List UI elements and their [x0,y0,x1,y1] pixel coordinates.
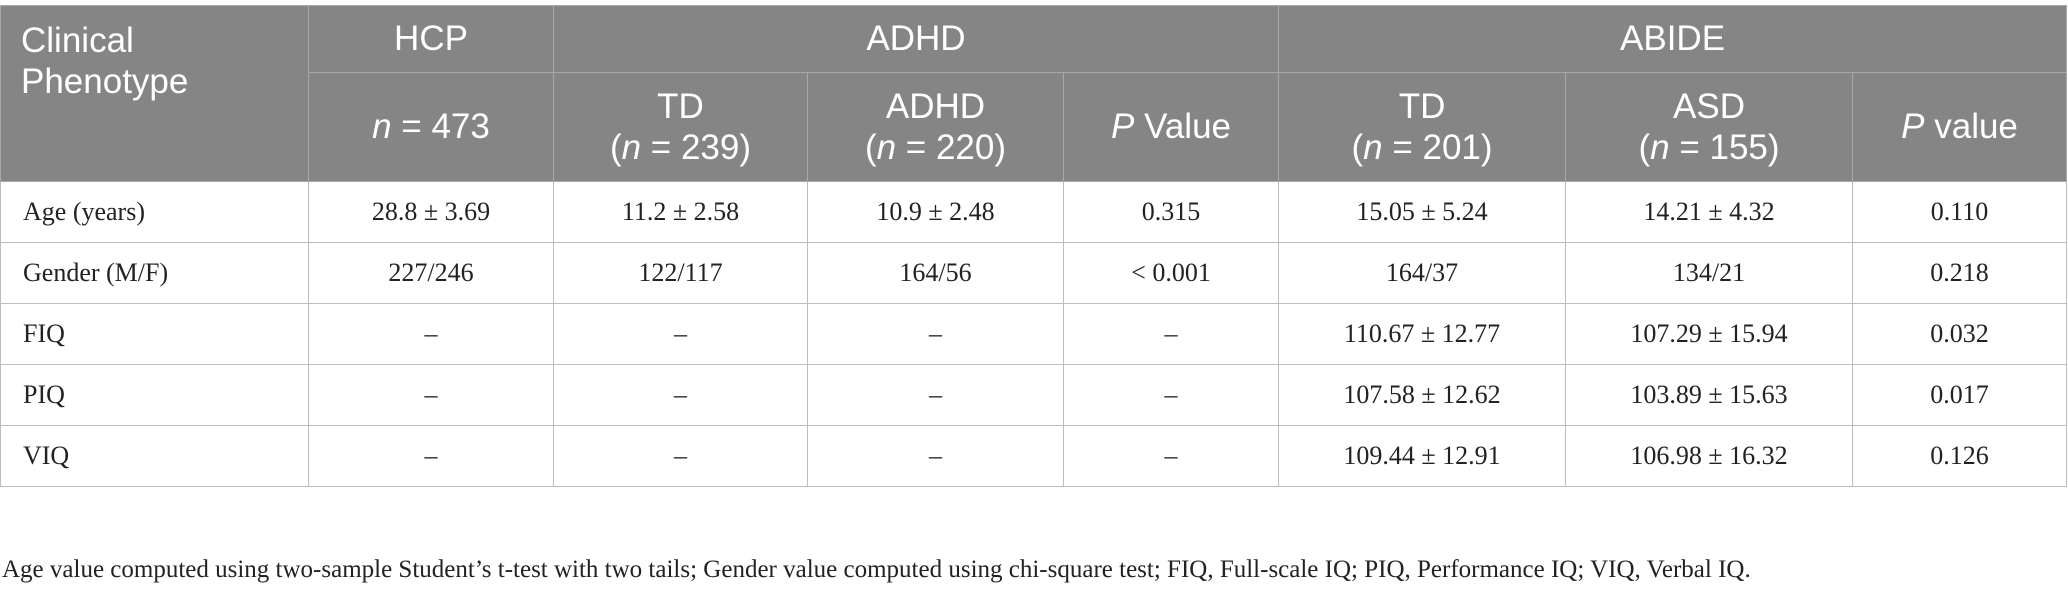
row-label: PIQ [0,364,309,426]
sample-size-value: = 473 [391,107,490,147]
cell-adhd-td: – [553,364,808,426]
subheader-adhd-adhd: ADHD (n = 220) [807,72,1064,182]
subheader-adhd-p-value: P Value [1062,72,1280,182]
subheader-sample-size: (n = 201) [1279,127,1565,168]
cell-adhd-td: – [553,303,808,365]
header-sub-row: n = 473 TD (n = 239) ADHD (n = 220) P Va… [1,72,2068,182]
cell-hcp: 28.8 ± 3.69 [308,181,554,243]
table-row: Gender (M/F) 227/246 122/117 164/56 < 0.… [0,242,2068,304]
cell-abide-p: 0.017 [1852,364,2068,426]
sample-size-symbol: n [1650,128,1670,167]
cell-adhd-adhd: – [807,303,1064,365]
table-body: Age (years) 28.8 ± 3.69 11.2 ± 2.58 10.9… [0,181,2068,487]
table-row: FIQ – – – – 110.67 ± 12.77 107.29 ± 15.9… [0,303,2068,365]
cell-abide-asd: 107.29 ± 15.94 [1565,303,1854,365]
subheader-abide-asd: ASD (n = 155) [1565,72,1854,182]
cell-adhd-adhd: 164/56 [807,242,1064,304]
cell-abide-p: 0.110 [1852,181,2068,243]
cell-abide-p: 0.126 [1852,425,2068,487]
cell-abide-td: 15.05 ± 5.24 [1278,181,1567,243]
subheader-label: ASD [1673,86,1745,126]
cell-adhd-p: – [1062,364,1280,426]
cell-abide-asd: 106.98 ± 16.32 [1565,425,1854,487]
subheader-sample-size: (n = 220) [808,127,1063,168]
paren-open: ( [1351,128,1364,167]
p-symbol: P [1111,107,1135,147]
group-header-hcp: HCP [308,5,554,73]
cell-adhd-p: – [1062,303,1280,365]
cell-abide-asd: 14.21 ± 4.32 [1565,181,1854,243]
clinical-phenotype-table: Clinical Phenotype HCP ADHD ABIDE n = 47… [0,5,2068,487]
subheader-label: TD [657,86,704,126]
subheader-hcp-n: n = 473 [308,72,554,182]
cell-adhd-p: – [1062,425,1280,487]
table-row: VIQ – – – – 109.44 ± 12.91 106.98 ± 16.3… [0,425,2068,487]
group-header-abide: ABIDE [1278,5,2068,73]
subheader-abide-td: TD (n = 201) [1278,72,1567,182]
row-label: FIQ [0,303,309,365]
cell-adhd-td: 11.2 ± 2.58 [553,181,808,243]
sample-size-value: = 239) [641,128,752,167]
cell-adhd-adhd: – [807,364,1064,426]
subheader-label: ADHD [885,86,986,126]
cell-adhd-td: 122/117 [553,242,808,304]
cell-hcp: – [308,425,554,487]
stub-header: Clinical Phenotype [0,5,309,182]
subheader-sample-size: (n = 239) [554,127,807,168]
cell-adhd-p: 0.315 [1062,181,1280,243]
row-label: Age (years) [0,181,309,243]
cell-abide-asd: 134/21 [1565,242,1854,304]
cell-abide-td: 107.58 ± 12.62 [1278,364,1567,426]
paren-open: ( [864,128,877,167]
cell-abide-td: 164/37 [1278,242,1567,304]
cell-adhd-adhd: 10.9 ± 2.48 [807,181,1064,243]
cell-adhd-td: – [553,425,808,487]
cell-abide-asd: 103.89 ± 15.63 [1565,364,1854,426]
cell-abide-td: 110.67 ± 12.77 [1278,303,1567,365]
table-row: Age (years) 28.8 ± 3.69 11.2 ± 2.58 10.9… [0,181,2068,243]
p-symbol: P [1901,107,1925,147]
sample-size-value: = 155) [1669,128,1780,167]
sample-size-symbol: n [621,128,642,167]
sample-size-symbol: n [876,128,897,167]
table-header: Clinical Phenotype HCP ADHD ABIDE n = 47… [0,5,2068,182]
subheader-adhd-td: TD (n = 239) [553,72,808,182]
paren-open: ( [1638,128,1651,167]
group-header-adhd: ADHD [552,5,1280,73]
sample-size-symbol: n [1363,128,1383,167]
cell-hcp: – [308,364,554,426]
paren-open: ( [609,128,622,167]
cell-hcp: 227/246 [308,242,554,304]
subheader-sample-size: (n = 155) [1566,127,1852,168]
sample-size-value: = 220) [896,128,1007,167]
header-group-row: Clinical Phenotype HCP ADHD ABIDE [0,5,2068,182]
subheader-label: TD [1398,86,1446,126]
table-footnote: Age value computed using two-sample Stud… [2,556,1751,583]
cell-adhd-adhd: – [807,425,1064,487]
cell-hcp: – [308,303,554,365]
row-label: Gender (M/F) [0,242,309,304]
cell-abide-p: 0.032 [1852,303,2068,365]
p-label: value [1924,107,2018,147]
p-label: Value [1134,107,1232,147]
sample-size-symbol: n [372,107,392,147]
subheader-abide-p-value: P value [1852,72,2068,182]
sample-size-value: = 201) [1382,128,1493,167]
cell-abide-p: 0.218 [1852,242,2068,304]
row-label: VIQ [0,425,309,487]
table-row: PIQ – – – – 107.58 ± 12.62 103.89 ± 15.6… [0,364,2068,426]
cell-abide-td: 109.44 ± 12.91 [1278,425,1567,487]
cell-adhd-p: < 0.001 [1062,242,1280,304]
